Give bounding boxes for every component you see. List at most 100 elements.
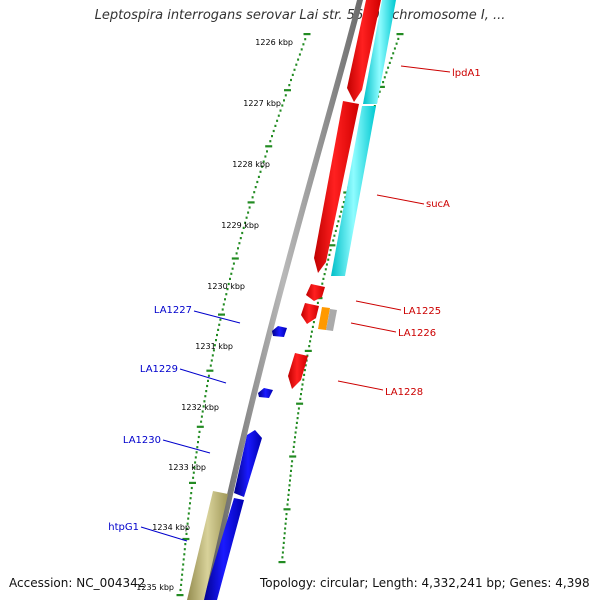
minor-tick [283,99,285,102]
minor-tick [341,205,344,208]
label-LA1225[interactable]: LA1225 [403,306,441,317]
minor-tick [312,321,315,324]
major-tick [231,257,239,260]
major-tick [196,425,204,428]
minor-tick [247,211,250,214]
minor-tick [297,58,300,61]
label-LA1227[interactable]: LA1227 [154,305,192,316]
minor-tick [186,527,188,530]
tick-label: 1232 kbp [181,403,219,412]
label-leaders [140,65,451,542]
label-htpG1[interactable]: htpG1 [108,522,139,533]
minor-tick [285,517,288,520]
label-lpdA1[interactable]: lpdA1 [452,68,481,79]
minor-tick [245,216,248,219]
minor-tick [288,484,291,487]
minor-tick [336,225,339,228]
minor-tick [281,551,284,554]
minor-tick [322,277,325,280]
minor-tick [284,527,287,530]
minor-tick [306,354,309,357]
minor-tick [229,277,231,280]
major-tick [296,402,304,405]
minor-tick [300,393,302,396]
minor-tick [239,237,242,240]
gene-LA1229[interactable] [258,388,273,398]
minor-tick [276,119,279,122]
minor-tick [257,175,260,178]
major-tick [247,201,255,204]
major-tick [396,33,404,36]
minor-tick [266,150,268,153]
reverse-tick-track [176,33,311,597]
minor-tick [301,383,304,386]
minor-tick [186,522,189,525]
minor-tick [294,436,296,439]
gene-LA1230[interactable] [234,430,262,497]
minor-tick [235,252,238,255]
gene-LA1228[interactable] [288,353,308,389]
minor-tick [298,53,301,56]
gene-LA1225[interactable] [306,284,325,301]
gene-htpG1[interactable] [203,498,244,600]
cds-LA1226-gray[interactable] [326,309,337,331]
minor-tick [248,206,251,209]
tick-label: 1228 kbp [232,160,270,169]
minor-tick [329,249,332,252]
minor-tick [224,298,226,301]
minor-tick [289,479,291,482]
minor-tick [194,461,197,464]
major-tick [328,244,336,247]
minor-tick [198,430,201,433]
major-tick [303,33,311,36]
cds-LA1226-orange[interactable] [318,307,330,330]
minor-tick [202,405,205,408]
label-LA1226[interactable]: LA1226 [398,328,436,339]
minor-tick [259,170,262,173]
minor-tick [203,400,206,403]
minor-tick [183,548,186,551]
minor-tick [387,66,390,69]
minor-tick [179,588,182,592]
gene-sucA[interactable] [314,101,359,273]
minor-tick [242,226,245,229]
minor-tick [244,221,247,224]
minor-tick [283,537,286,540]
minor-tick [297,407,300,410]
minor-tick [181,573,184,576]
minor-tick [309,340,312,343]
cds-htpG1[interactable] [187,491,228,600]
minor-tick [210,359,213,362]
label-LA1228[interactable]: LA1228 [385,387,423,398]
cds-lpdA1[interactable] [363,0,396,104]
minor-tick [238,242,241,245]
minor-tick [205,390,208,393]
minor-tick [212,349,215,352]
minor-tick [321,282,324,285]
minor-tick [294,431,297,434]
minor-tick [281,556,284,559]
major-tick [304,349,312,352]
gene-lpdA1[interactable] [347,0,381,102]
gene-LA1227[interactable] [272,326,287,337]
label-LA1229[interactable]: LA1229 [140,364,178,375]
minor-tick [279,109,282,112]
gene-LA1226[interactable] [301,303,319,324]
minor-tick [195,451,198,454]
minor-tick [291,73,294,76]
minor-tick [304,38,307,41]
label-sucA[interactable]: sucA [426,199,450,210]
label-LA1230[interactable]: LA1230 [123,435,161,446]
minor-tick [303,373,306,376]
minor-tick [327,258,330,261]
minor-tick [383,76,386,79]
minor-tick [295,421,298,424]
minor-tick [378,90,381,93]
tick-label: 1234 kbp [152,523,190,532]
minor-tick [241,231,244,235]
minor-tick [231,267,234,270]
map-title: Leptospira interrogans serovar Lai str. … [94,8,506,23]
cds-sucA[interactable] [331,106,376,276]
minor-tick [393,47,396,50]
